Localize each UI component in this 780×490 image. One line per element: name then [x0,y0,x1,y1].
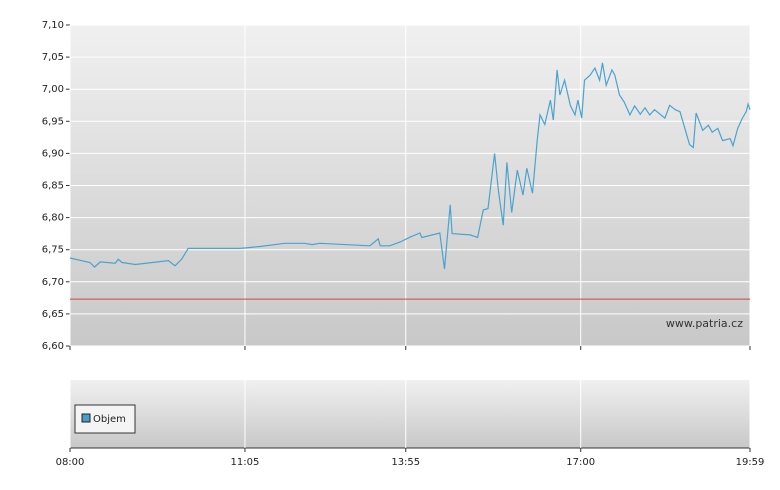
legend-swatch [81,413,91,423]
y-tick-label: 6,60 [42,341,64,352]
y-tick-label: 6,70 [42,277,64,288]
legend-label: Objem [93,414,126,425]
y-tick-label: 7,05 [42,52,64,63]
x-tick-label: 08:00 [56,457,85,468]
volume-area [70,380,750,448]
y-tick-label: 6,90 [42,148,64,159]
watermark: www.patria.cz [666,317,743,330]
x-tick-label: 11:05 [231,457,260,468]
y-tick-label: 6,75 [42,245,64,256]
x-tick-label: 13:55 [391,457,420,468]
y-tick-label: 6,80 [42,213,64,224]
y-tick-label: 7,10 [42,20,64,31]
y-tick-label: 7,00 [42,84,64,95]
x-tick-label: 19:59 [736,457,765,468]
price-line [69,62,751,270]
y-tick-label: 6,85 [42,181,64,192]
y-tick-label: 6,65 [42,309,64,320]
y-tick-label: 6,95 [42,116,64,127]
x-tick-label: 17:00 [566,457,595,468]
